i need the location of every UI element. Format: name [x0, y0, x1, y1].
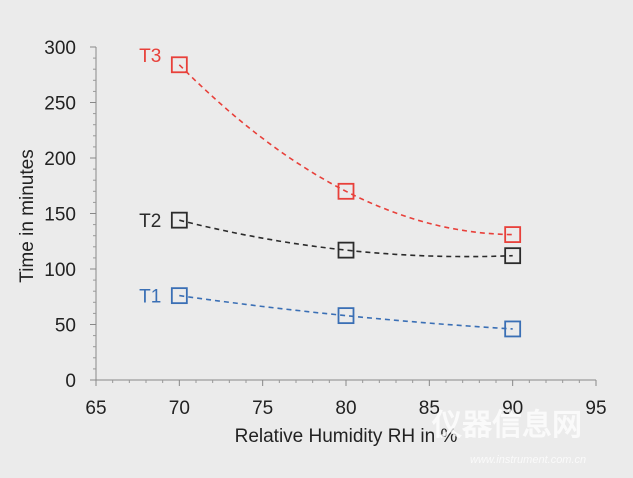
data-point-T3 — [504, 226, 522, 243]
y-tick-label: 300 — [44, 38, 76, 59]
data-point-T1 — [337, 307, 355, 325]
x-tick-label: 75 — [252, 398, 273, 419]
data-point-T2 — [337, 241, 355, 259]
data-point-T3 — [337, 182, 355, 200]
data-point-T2 — [170, 211, 188, 229]
watermark: 仪器信息网 www.instrument.com.cn — [431, 408, 586, 466]
y-ticks: 0 50 100 150 200 250 300 — [44, 38, 96, 392]
watermark-url: www.instrument.com.cn — [470, 454, 586, 466]
y-tick-label: 150 — [44, 205, 76, 226]
x-tick-label: 95 — [585, 398, 606, 419]
series-line-T1 — [179, 294, 513, 330]
series-line-T2 — [179, 219, 513, 258]
series-line-T3 — [178, 64, 513, 236]
y-tick-label: 50 — [55, 316, 76, 337]
data-point-T1 — [504, 320, 522, 338]
data-point-T1 — [170, 287, 188, 305]
y-axis-title: Time in minutes — [17, 149, 38, 282]
watermark-text: 仪器信息网 — [431, 408, 582, 442]
x-tick-label: 80 — [335, 398, 356, 419]
x-ticks: 65 70 75 80 85 90 95 — [85, 380, 607, 419]
series-label-T2: T2 — [139, 211, 161, 232]
series-label-T1: T1 — [139, 287, 161, 308]
x-axis-title: Relative Humidity RH in % — [235, 426, 458, 447]
data-point-T2 — [504, 247, 522, 265]
series-label-T3: T3 — [139, 46, 161, 67]
y-tick-label: 0 — [65, 371, 76, 392]
y-tick-label: 100 — [44, 260, 76, 281]
x-tick-label: 85 — [419, 398, 440, 419]
series-layer: T1 T2 T3 — [139, 46, 522, 338]
x-tick-label: 70 — [169, 398, 190, 419]
y-tick-label: 250 — [44, 94, 76, 115]
data-point-T3 — [170, 56, 188, 74]
x-tick-label: 90 — [502, 398, 523, 419]
y-tick-label: 200 — [44, 149, 76, 170]
x-tick-label: 65 — [85, 398, 106, 419]
